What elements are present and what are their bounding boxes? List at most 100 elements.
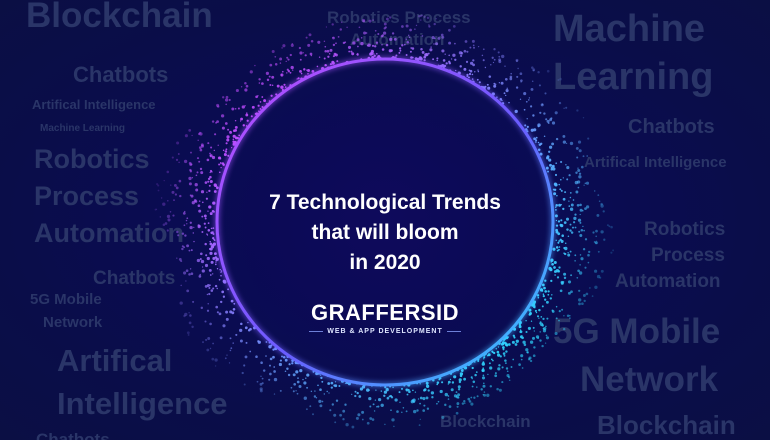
ring-particle: [468, 69, 471, 72]
ring-particle: [463, 400, 466, 403]
ring-particle: [600, 204, 604, 208]
ring-particle: [553, 266, 556, 269]
bg-word-rpa-top-2: Automation: [350, 30, 445, 49]
ring-particle: [467, 397, 471, 401]
ring-particle: [411, 47, 415, 50]
ring-particle: [438, 378, 441, 381]
ring-particle: [209, 154, 213, 158]
ring-particle: [582, 294, 586, 297]
ring-particle: [393, 425, 395, 428]
ring-particle: [263, 99, 267, 103]
ring-particle: [228, 362, 231, 364]
ring-particle: [190, 151, 192, 154]
ring-particle: [482, 59, 485, 62]
ring-particle: [209, 347, 212, 350]
ring-particle: [407, 34, 410, 37]
ring-particle: [465, 60, 469, 64]
ring-particle: [319, 388, 322, 392]
ring-particle: [569, 223, 572, 226]
ring-particle: [281, 355, 283, 358]
ring-particle: [497, 51, 500, 54]
ring-particle: [448, 60, 451, 63]
ring-particle: [425, 52, 429, 57]
ring-particle: [317, 40, 321, 44]
ring-particle: [499, 355, 502, 358]
ring-particle: [302, 378, 304, 381]
ring-particle: [243, 383, 246, 386]
ring-particle: [560, 223, 564, 228]
ring-particle: [439, 389, 443, 394]
ring-particle: [555, 224, 559, 227]
ring-particle: [311, 69, 315, 73]
ring-particle: [549, 267, 553, 272]
ring-particle: [588, 250, 591, 254]
ring-particle: [389, 394, 393, 398]
ring-particle: [461, 402, 465, 405]
ring-particle: [210, 289, 214, 292]
ring-particle: [452, 25, 456, 28]
ring-particle: [597, 194, 600, 196]
ring-particle: [211, 155, 216, 160]
ring-particle: [554, 274, 556, 276]
ring-particle: [298, 46, 302, 50]
ring-particle: [576, 203, 580, 207]
ring-particle: [195, 188, 199, 192]
ring-particle: [352, 41, 356, 45]
ring-particle: [366, 421, 370, 425]
ring-particle: [222, 96, 225, 99]
ring-particle: [579, 203, 582, 207]
ring-particle: [530, 320, 533, 322]
ring-particle: [258, 82, 261, 84]
ring-particle: [598, 200, 601, 202]
ring-particle: [191, 177, 194, 179]
ring-particle: [209, 152, 211, 155]
ring-particle: [418, 424, 421, 427]
ring-particle: [360, 41, 364, 46]
ring-particle: [515, 339, 519, 343]
ring-particle: [235, 88, 239, 93]
ring-particle: [269, 364, 271, 367]
ring-particle: [548, 150, 551, 153]
ring-particle: [234, 129, 238, 132]
ring-particle: [548, 158, 552, 162]
ring-particle: [210, 245, 215, 249]
ring-particle: [602, 210, 605, 213]
ring-particle: [208, 184, 211, 187]
ring-particle: [312, 413, 314, 416]
ring-particle: [318, 56, 321, 58]
ring-particle: [496, 96, 498, 98]
ring-outline: [215, 57, 555, 387]
ring-particle: [368, 396, 372, 401]
ring-particle: [259, 382, 263, 386]
ring-particle: [426, 407, 430, 410]
ring-particle: [173, 199, 175, 202]
ring-particle: [528, 97, 531, 99]
ring-particle: [209, 169, 213, 173]
ring-particle: [556, 249, 559, 252]
ring-particle: [195, 174, 198, 177]
ring-particle: [199, 273, 201, 276]
ring-particle: [324, 50, 327, 53]
ring-particle: [502, 348, 505, 351]
bg-word-network-right: Network: [580, 360, 719, 399]
ring-particle: [550, 166, 553, 169]
ring-particle: [530, 87, 534, 91]
ring-particle: [491, 56, 494, 59]
ring-particle: [565, 217, 570, 221]
ring-particle: [481, 376, 486, 380]
ring-particle: [486, 393, 490, 397]
ring-particle: [509, 77, 513, 81]
ring-particle: [486, 83, 489, 86]
ring-particle: [396, 410, 399, 413]
ring-particle: [361, 410, 365, 414]
ring-particle: [595, 241, 599, 245]
ring-particle: [350, 50, 353, 53]
ring-particle: [205, 338, 208, 341]
ring-particle: [577, 269, 580, 273]
ring-particle: [233, 302, 236, 305]
ring-particle: [215, 121, 218, 124]
ring-particle: [582, 117, 585, 119]
ring-particle: [553, 260, 557, 265]
ring-particle: [579, 234, 583, 237]
ring-particle: [532, 354, 536, 358]
